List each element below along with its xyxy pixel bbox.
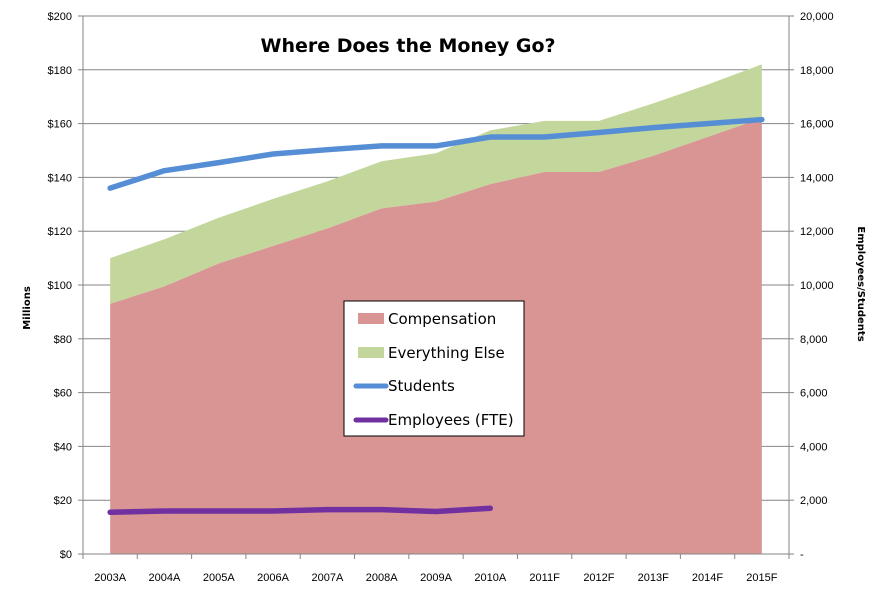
x-tick-label: 2012F: [583, 572, 614, 584]
right-tick-label: 6,000: [800, 388, 828, 400]
area-everything-else: [110, 64, 762, 304]
line-series: [107, 116, 765, 516]
left-tick-label: $80: [54, 334, 72, 346]
x-tick-label: 2007A: [311, 572, 343, 584]
left-tick-label: $40: [54, 441, 72, 453]
left-tick-label: $140: [48, 172, 72, 184]
x-tick-label: 2010A: [474, 572, 506, 584]
tick-labels: $0 $20 $40 $60 $80 $100 $120 $140 $160 $180 $200 - 2…: [48, 11, 834, 584]
legend-label-compensation: Compensation: [388, 310, 496, 328]
x-tick-label: 2003A: [94, 572, 126, 584]
left-axis-title: Millions: [22, 286, 33, 330]
right-tick-label: 18,000: [800, 65, 834, 77]
left-tick-label: $120: [48, 226, 72, 238]
right-tick-label: 16,000: [800, 119, 834, 131]
right-tick-label: 10,000: [800, 280, 834, 292]
right-axis-title: Employees/Students: [855, 226, 866, 341]
left-tick-label: $60: [54, 388, 72, 400]
x-tick-label: 2006A: [257, 572, 289, 584]
right-tick-label: -: [800, 549, 804, 561]
line-students: [107, 116, 765, 191]
x-tick-label: 2011F: [529, 572, 560, 584]
x-tick-label: 2005A: [203, 572, 235, 584]
left-tick-label: $100: [48, 280, 72, 292]
x-tick-label: 2013F: [638, 572, 669, 584]
right-tick-label: 14,000: [800, 172, 834, 184]
chart-title: Where Does the Money Go?: [260, 35, 555, 57]
legend-label-students: Students: [388, 377, 455, 395]
right-tick-label: 12,000: [800, 226, 834, 238]
x-tick-label: 2008A: [366, 572, 398, 584]
x-tick-label: 2004A: [149, 572, 181, 584]
axes: [78, 15, 794, 559]
left-tick-label: $20: [54, 495, 72, 507]
x-tick-label: 2009A: [420, 572, 452, 584]
left-tick-label: $180: [48, 65, 72, 77]
x-tick-label: 2015F: [746, 572, 777, 584]
legend-swatch-everything-else: [358, 347, 384, 358]
left-tick-label: $200: [48, 11, 72, 23]
left-tick-label: $0: [60, 549, 72, 561]
right-tick-label: 20,000: [800, 11, 834, 23]
x-tick-label: 2014F: [692, 572, 723, 584]
legend-label-employees: Employees (FTE): [388, 411, 514, 429]
legend-label-everything-else: Everything Else: [388, 344, 505, 362]
right-tick-label: 4,000: [800, 441, 828, 453]
left-tick-label: $160: [48, 119, 72, 131]
right-tick-label: 8,000: [800, 334, 828, 346]
legend-swatch-compensation: [358, 313, 384, 324]
line-employees-fte: [107, 505, 494, 516]
legend: Compensation Everything Else Students Em…: [343, 300, 525, 437]
right-tick-label: 2,000: [800, 495, 828, 507]
